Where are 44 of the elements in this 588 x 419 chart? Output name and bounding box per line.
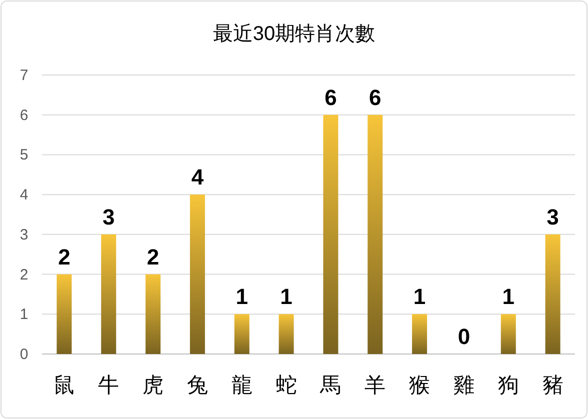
data-label: 1 <box>236 284 248 310</box>
y-tick-label: 5 <box>20 146 28 164</box>
data-label: 1 <box>413 284 426 310</box>
x-tick-label: 猴 <box>409 374 430 397</box>
x-tick-label: 馬 <box>319 374 342 397</box>
bar <box>101 234 116 354</box>
y-tick-label: 7 <box>20 67 28 84</box>
bar <box>545 234 560 354</box>
data-label: 0 <box>458 324 470 349</box>
bar <box>190 194 205 354</box>
data-label: 3 <box>546 204 559 230</box>
bar <box>368 114 383 354</box>
y-tick-label: 0 <box>20 346 28 363</box>
bar <box>146 274 161 354</box>
x-tick-label: 狗 <box>498 374 519 397</box>
data-label: 4 <box>191 164 204 190</box>
bar <box>412 314 428 354</box>
x-tick-label: 鼠 <box>54 374 75 397</box>
bar <box>278 314 294 354</box>
chart-title: 最近30期特肖次數 <box>212 23 376 45</box>
y-tick-label: 3 <box>20 226 28 244</box>
bar <box>234 314 250 354</box>
x-tick-label: 龍 <box>231 374 252 397</box>
data-label: 6 <box>324 84 337 110</box>
data-label: 3 <box>102 204 115 230</box>
bar <box>500 314 516 354</box>
y-tick-label: 1 <box>20 306 28 324</box>
y-tick-label: 4 <box>20 186 28 204</box>
x-tick-label: 虎 <box>142 374 164 397</box>
y-tick-label: 2 <box>20 266 28 284</box>
x-tick-label: 羊 <box>364 374 386 397</box>
x-tick-label: 豬 <box>542 374 564 397</box>
bar <box>56 274 72 354</box>
data-label: 2 <box>58 244 70 270</box>
data-label: 1 <box>502 284 514 310</box>
y-tick-label: 6 <box>20 106 28 124</box>
data-label: 2 <box>146 244 160 270</box>
x-tick-label: 蛇 <box>276 374 297 397</box>
data-label: 6 <box>369 84 382 110</box>
x-tick-label: 雞 <box>453 374 474 397</box>
data-label: 1 <box>280 284 292 310</box>
x-tick-label: 牛 <box>98 374 120 397</box>
x-tick-label: 兔 <box>186 374 208 397</box>
bar <box>323 114 338 354</box>
